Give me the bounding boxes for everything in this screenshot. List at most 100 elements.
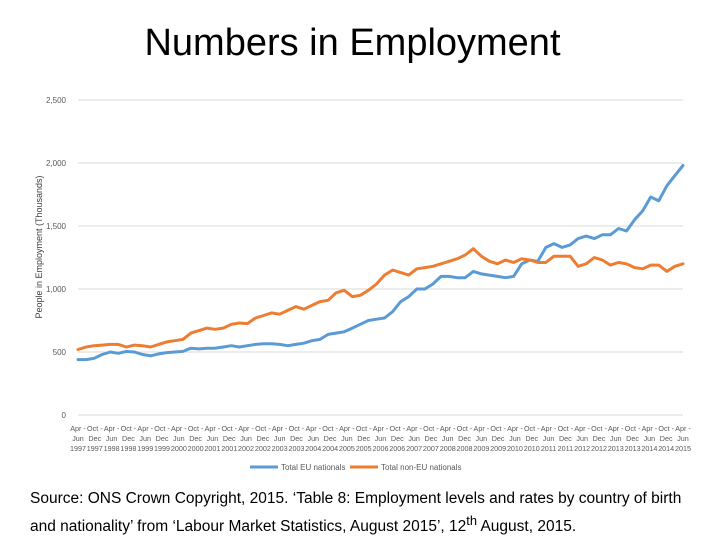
x-tick-label: 2011: [541, 444, 556, 453]
x-tick-label: Jun: [72, 434, 84, 443]
x-tick-label: Jun: [644, 434, 656, 443]
x-tick-label: Jun: [476, 434, 488, 443]
x-tick-label: Jun: [307, 434, 319, 443]
x-tick-label: 2007: [423, 444, 439, 453]
x-tick-label: 2004: [322, 444, 338, 453]
x-tick-label: Apr -: [272, 424, 288, 433]
x-tick-label: 2002: [238, 444, 254, 453]
x-tick-label: Oct -: [87, 424, 103, 433]
x-tick-label: Oct -: [524, 424, 540, 433]
x-tick-label: 2002: [255, 444, 271, 453]
x-tick-label: 1998: [104, 444, 120, 453]
x-tick-label: Apr -: [440, 424, 456, 433]
x-tick-label: Dec: [156, 434, 169, 443]
x-tick-label: Apr -: [70, 424, 86, 433]
x-tick-label: 2012: [591, 444, 607, 453]
x-tick-label: Oct -: [289, 424, 305, 433]
x-tick-label: 2003: [272, 444, 288, 453]
source-ordinal-suffix: th: [466, 513, 478, 528]
series-lines: [76, 164, 685, 362]
x-tick-label: Oct -: [558, 424, 574, 433]
x-tick-label: Jun: [274, 434, 286, 443]
source-text-end: August, 2015.: [477, 518, 577, 536]
legend-label: Total EU nationals: [281, 463, 345, 472]
x-tick-label: Oct -: [591, 424, 607, 433]
y-tick-label: 500: [53, 348, 67, 357]
x-tick-label: Dec: [593, 434, 606, 443]
x-tick-label: Apr -: [574, 424, 590, 433]
y-tick-label: 1,500: [46, 222, 67, 231]
x-tick-label: Jun: [106, 434, 118, 443]
x-tick-label: Oct -: [490, 424, 506, 433]
x-tick-label: 2001: [221, 444, 237, 453]
x-tick-label: Jun: [610, 434, 622, 443]
x-tick-label: Jun: [543, 434, 555, 443]
x-tick-label: 2008: [457, 444, 473, 453]
x-tick-label: Oct -: [658, 424, 674, 433]
slide-title: Numbers in Employment: [144, 22, 561, 64]
x-tick-label: Dec: [626, 434, 639, 443]
x-tick-label: 2015: [675, 444, 691, 453]
x-tick-label: Apr -: [205, 424, 221, 433]
x-tick-label: Apr -: [238, 424, 254, 433]
series-line-eu-nationals: [76, 164, 685, 362]
x-tick-label: 2000: [188, 444, 204, 453]
x-tick-label: Dec: [425, 434, 438, 443]
x-tick-label: 2013: [625, 444, 641, 453]
x-tick-label: Oct -: [255, 424, 271, 433]
x-tick-label: Dec: [256, 434, 269, 443]
x-tick-label: Oct -: [121, 424, 137, 433]
x-tick-label: 2000: [171, 444, 187, 453]
x-tick-label: Oct -: [356, 424, 372, 433]
y-axis-ticks: 0 500 1,000 1,500 2,000 2,500: [46, 96, 67, 420]
x-tick-label: Jun: [509, 434, 521, 443]
x-tick-label: Apr -: [675, 424, 691, 433]
x-tick-label: 1999: [137, 444, 153, 453]
x-tick-label: Dec: [189, 434, 202, 443]
x-tick-label: Dec: [391, 434, 404, 443]
x-tick-label: Jun: [442, 434, 454, 443]
x-tick-label: 2010: [524, 444, 540, 453]
x-tick-label: Oct -: [188, 424, 204, 433]
x-tick-label: 2014: [641, 444, 657, 453]
x-tick-label: Jun: [207, 434, 219, 443]
x-tick-label: Dec: [357, 434, 370, 443]
x-tick-label: Oct -: [625, 424, 641, 433]
source-text-main: Source: ONS Crown Copyright, 2015. ‘Tabl…: [30, 490, 682, 536]
x-tick-label: Jun: [240, 434, 252, 443]
x-tick-label: 2004: [305, 444, 321, 453]
x-tick-label: Dec: [88, 434, 101, 443]
x-tick-label: 2009: [490, 444, 506, 453]
x-tick-label: Oct -: [457, 424, 473, 433]
legend-label: Total non-EU nationals: [381, 463, 462, 472]
x-tick-label: Dec: [458, 434, 471, 443]
x-tick-label: Dec: [290, 434, 303, 443]
x-tick-label: Jun: [576, 434, 588, 443]
source-citation: Source: ONS Crown Copyright, 2015. ‘Tabl…: [30, 488, 700, 538]
x-tick-label: Apr -: [642, 424, 658, 433]
x-tick-label: Jun: [408, 434, 420, 443]
x-tick-label: Apr -: [305, 424, 321, 433]
x-tick-label: 2008: [440, 444, 456, 453]
x-tick-label: Apr -: [406, 424, 422, 433]
x-tick-label: Apr -: [507, 424, 523, 433]
x-tick-label: Apr -: [373, 424, 389, 433]
y-tick-label: 0: [62, 411, 67, 420]
x-tick-label: 2012: [574, 444, 590, 453]
x-tick-label: 1999: [154, 444, 170, 453]
x-tick-label: Oct -: [423, 424, 439, 433]
x-tick-label: Apr -: [541, 424, 557, 433]
x-tick-label: Apr -: [171, 424, 187, 433]
series-line-non-eu-nationals: [76, 247, 685, 351]
x-tick-label: Oct -: [154, 424, 170, 433]
x-tick-label: 2010: [507, 444, 523, 453]
x-tick-label: Dec: [324, 434, 337, 443]
y-tick-label: 2,000: [46, 159, 67, 168]
x-tick-label: 2006: [373, 444, 389, 453]
x-tick-label: Apr -: [474, 424, 490, 433]
x-tick-label: 2009: [473, 444, 489, 453]
x-tick-label: 2005: [356, 444, 372, 453]
x-tick-label: Dec: [223, 434, 236, 443]
